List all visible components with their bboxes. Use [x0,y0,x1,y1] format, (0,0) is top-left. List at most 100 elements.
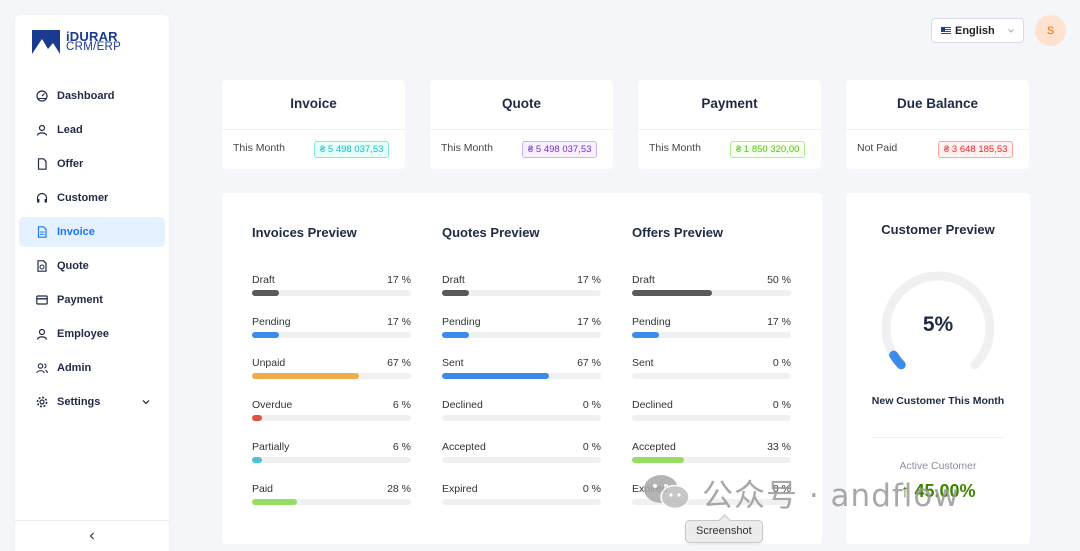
chevron-down-icon [1008,29,1014,33]
row-percent: 17 % [387,315,411,328]
language-select[interactable]: English [931,18,1024,43]
progress-track [632,290,791,296]
card-title: Due Balance [896,96,979,111]
user-icon [36,124,48,136]
headset-icon [36,192,48,204]
preview-title: Invoices Preview [252,225,357,240]
avatar[interactable]: S [1035,15,1066,46]
row-label: Draft [252,274,275,286]
sidebar-item-employee[interactable]: Employee [19,319,165,349]
sidebar-item-quote[interactable]: Quote [19,251,165,281]
sidebar-item-label: Lead [57,124,83,136]
row-label: Partially [252,440,290,453]
row-percent: 6 % [392,399,411,412]
progress-track [252,498,411,505]
active-customer-percent: 45.00% [914,481,976,501]
sidebar-divider [15,520,169,521]
gauge-fill [889,350,906,370]
customer-divider [871,437,1005,438]
preview-row-pending: Pending 17 % [632,316,791,346]
sidebar-item-label: Dashboard [57,90,115,102]
sidebar-item-admin[interactable]: Admin [19,353,165,383]
language-label: English [955,24,995,37]
chevron-down-icon[interactable] [141,397,151,407]
logo-name: iDURAR [66,29,118,44]
sidebar-item-offer[interactable]: Offer [19,149,165,179]
sidebar-nav: Dashboard Lead Offer Customer Invoice Qu… [19,81,165,421]
screenshot-tooltip: Screenshot [685,520,763,543]
row-percent: 0 % [582,399,601,412]
sidebar-item-label: Customer [57,192,109,204]
progress-fill [632,456,685,463]
card-title: Payment [701,96,758,111]
preview-row-unpaid: Unpaid 67 % [252,357,411,387]
gauge-value: 5% [922,313,954,336]
progress-track [252,415,411,422]
sidebar-collapse-button[interactable] [85,529,99,543]
progress-fill [252,456,262,463]
preview-row-pending: Pending 17 % [442,316,601,346]
card-value-tag: ₴ 1 850 320,00 [730,141,806,158]
progress-track [442,290,601,296]
sidebar-item-dashboard[interactable]: Dashboard [19,81,165,111]
card-divider [430,129,613,130]
customer-preview-title: Customer Preview [881,222,995,237]
preview-row-expired: Expired 0 % [442,483,601,513]
preview-row-declined: Declined 0 % [632,399,791,429]
sidebar-item-label: Employee [57,328,109,340]
logo[interactable]: iDURAR CRM/ERP [32,27,121,57]
new-customer-caption: New Customer This Month [871,395,1005,407]
sidebar-item-label: Settings [57,396,101,408]
row-percent: 0 % [772,399,791,412]
preview-row-overdue: Overdue 6 % [252,399,411,429]
card-label: This Month [649,142,701,154]
summary-card-payment: Payment This Month ₴ 1 850 320,00 [638,80,821,169]
row-label: Pending [442,315,481,328]
sidebar-item-invoice[interactable]: Invoice [19,217,165,247]
preview-title: Quotes Preview [442,225,540,240]
progress-track [632,331,791,338]
preview-row-draft: Draft 17 % [442,274,601,304]
progress-track [632,456,791,463]
summary-card-quote: Quote This Month ₴ 5 498 037,53 [430,80,613,169]
row-label: Pending [632,315,671,328]
preview-row-draft: Draft 17 % [252,274,411,304]
team-icon [36,362,48,374]
logo-subtitle: CRM/ERP [66,41,122,53]
row-percent: 33 % [767,440,791,453]
sidebar-item-label: Quote [57,260,89,272]
sidebar-item-payment[interactable]: Payment [19,285,165,315]
summary-card-due-balance: Due Balance Not Paid ₴ 3 648 185,53 [846,80,1029,169]
row-label: Paid [252,482,274,495]
row-percent: 17 % [767,315,791,328]
gauge-track [881,271,995,370]
progress-fill [442,290,470,296]
logo-mountain-icon [32,30,60,54]
progress-fill [252,331,280,338]
progress-fill [632,290,712,296]
row-percent: 67 % [387,357,411,370]
sidebar-item-customer[interactable]: Customer [19,183,165,213]
arrow-up-icon: ↑ [900,481,910,501]
row-percent: 0 % [582,440,601,453]
row-percent: 17 % [577,315,601,328]
row-label: Declined [442,399,483,412]
preview-row-accepted: Accepted 0 % [442,441,601,471]
card-value-tag: ₴ 5 498 037,53 [314,141,390,158]
customer-preview: Customer Preview 5% New Customer This Mo… [846,193,1030,544]
row-label: Accepted [442,440,486,453]
sidebar-item-settings[interactable]: Settings [19,387,165,417]
row-label: Sent [442,357,464,370]
credit-card-icon [36,294,48,306]
preview-row-sent: Sent 0 % [632,357,791,387]
preview-row-draft: Draft 50 % [632,274,791,304]
file-sync-icon [36,260,48,272]
sidebar-item-lead[interactable]: Lead [19,115,165,145]
progress-track [442,415,601,422]
us-flag-icon [941,27,951,34]
progress-track [632,498,791,505]
row-label: Declined [632,399,673,412]
card-divider [638,129,821,130]
card-value-tag: ₴ 3 648 185,53 [938,141,1014,158]
row-label: Sent [632,357,654,370]
